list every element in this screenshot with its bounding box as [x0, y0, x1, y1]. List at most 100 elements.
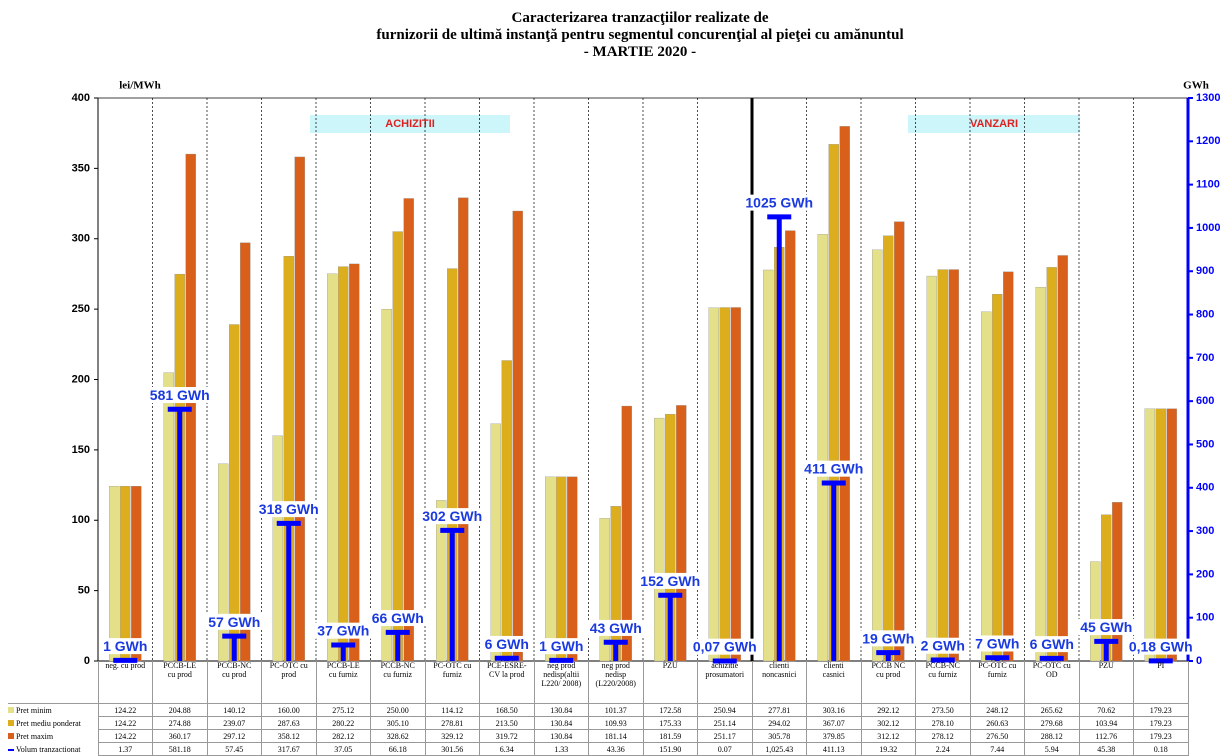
table-cell: 275.12: [315, 703, 371, 717]
table-cell: 175.33: [642, 716, 698, 730]
volume-marker: [113, 657, 138, 663]
table-cell: 250.94: [697, 703, 753, 717]
volume-label-bg: [420, 508, 485, 525]
y-tick-label: 0: [84, 655, 90, 667]
table-cell: 282.12: [315, 729, 371, 743]
y-tick-label: 350: [72, 162, 90, 174]
x-tick-label: PC-OTC cu OD: [1024, 661, 1080, 704]
volume-label: 581 GWh: [150, 387, 210, 403]
table-cell: 213.50: [479, 716, 535, 730]
bar: [218, 463, 229, 662]
x-tick-label: PZU: [1078, 661, 1134, 704]
bar: [556, 476, 567, 662]
volume-label-bg: [743, 194, 816, 211]
bar: [272, 435, 283, 662]
bar: [1112, 502, 1123, 662]
volume-label: 1025 GWh: [745, 195, 813, 211]
volume-label-bg: [638, 572, 703, 589]
table-cell: 328.62: [370, 729, 426, 743]
bar: [1003, 271, 1014, 662]
bar: [403, 198, 414, 662]
category-row: neg. cu prod PCCB-LE cu prod PCCB-NC cu pr…: [8, 661, 1189, 704]
table-cell: 276.50: [969, 729, 1025, 743]
x-tick-label: PCCB-NC cu prod: [206, 661, 262, 704]
table-cell: 151.90: [642, 742, 698, 756]
table-cell: 130.84: [533, 729, 589, 743]
volume-label-bg: [369, 610, 426, 627]
bar: [1144, 408, 1155, 662]
table-cell: 305.10: [370, 716, 426, 730]
volume-label-bg: [1027, 636, 1076, 653]
table-cell: 160.00: [261, 703, 317, 717]
table-cell: 179.23: [1133, 703, 1189, 717]
y-tick-label: 150: [72, 444, 90, 456]
table-cell: 5.94: [1024, 742, 1080, 756]
bar: [872, 249, 883, 662]
y-axis-title: lei/MWh: [119, 80, 161, 92]
y2-tick-label: 1100: [1196, 179, 1220, 191]
volume-label-bg: [587, 619, 644, 636]
volume-marker: [1039, 655, 1064, 661]
volume-marker: [603, 639, 628, 661]
y2-tick-label: 700: [1196, 352, 1214, 364]
bar: [381, 308, 392, 662]
table-cell: 303.16: [806, 703, 862, 717]
x-tick-label: achizitie prosumatori: [697, 661, 753, 704]
volume-label: 152 GWh: [640, 573, 700, 589]
table-cell: 260.63: [969, 716, 1025, 730]
bar: [981, 311, 992, 662]
volume-label-bg: [918, 637, 967, 654]
legend-entry: Pret maxim: [8, 730, 98, 743]
bar: [1035, 286, 1046, 662]
y2-tick-label: 500: [1196, 438, 1214, 450]
bar: [338, 266, 349, 662]
table-row: Pret minim 124.22 204.88 140.12 160.00 275.12…: [8, 703, 1189, 717]
y-tick-label: 250: [72, 303, 90, 315]
bar: [436, 500, 447, 662]
table-cell: 114.12: [424, 703, 480, 717]
table-cell: 278.10: [915, 716, 971, 730]
table-cell: 103.94: [1078, 716, 1134, 730]
volume-marker: [222, 633, 247, 661]
bar: [948, 269, 959, 662]
x-tick-label: PCCB-LE cu furniz: [315, 661, 371, 704]
volume-label: 0,07 GWh: [693, 639, 757, 655]
volume-marker: [494, 655, 519, 661]
table-cell: 294.02: [751, 716, 807, 730]
table-cell: 1.33: [533, 742, 589, 756]
volume-label-bg: [537, 638, 586, 655]
table-cell: 292.12: [860, 703, 916, 717]
table-cell: 179.23: [1133, 716, 1189, 730]
volume-label-bg: [860, 630, 917, 647]
x-tick-label: PI: [1133, 661, 1189, 704]
bar: [458, 197, 469, 662]
y2-tick-label: 800: [1196, 308, 1214, 320]
table-cell: 278.81: [424, 716, 480, 730]
data-table: neg. cu prod PCCB-LE cu prod PCCB-NC cu pr…: [8, 661, 1189, 756]
table-cell: 179.23: [1133, 729, 1189, 743]
table-cell: 140.12: [206, 703, 262, 717]
table-cell: 312.12: [860, 729, 916, 743]
bar: [937, 269, 948, 662]
volume-label-bg: [973, 635, 1022, 652]
table-cell: 251.14: [697, 716, 753, 730]
table-cell: 367.07: [806, 716, 862, 730]
table-cell: 0.07: [697, 742, 753, 756]
table-cell: 280.22: [315, 716, 371, 730]
bar: [163, 372, 174, 662]
x-tick-label: PCCB-NC cu furniz: [915, 661, 971, 704]
y2-tick-label: 1000: [1196, 222, 1220, 234]
volume-label-bg: [101, 638, 150, 655]
volume-marker: [930, 657, 955, 663]
table-cell: 66.18: [370, 742, 426, 756]
volume-label-bg: [1126, 638, 1195, 655]
table-cell: 1,025.43: [751, 742, 807, 756]
x-tick-label: PCCB NC cu prod: [860, 661, 916, 704]
volume-label: 45 GWh: [1080, 619, 1132, 635]
bar: [654, 417, 665, 662]
legend-swatch: [8, 748, 14, 751]
bar: [883, 235, 894, 662]
volume-label-bg: [206, 613, 263, 630]
y2-tick-label: 1200: [1196, 135, 1220, 147]
